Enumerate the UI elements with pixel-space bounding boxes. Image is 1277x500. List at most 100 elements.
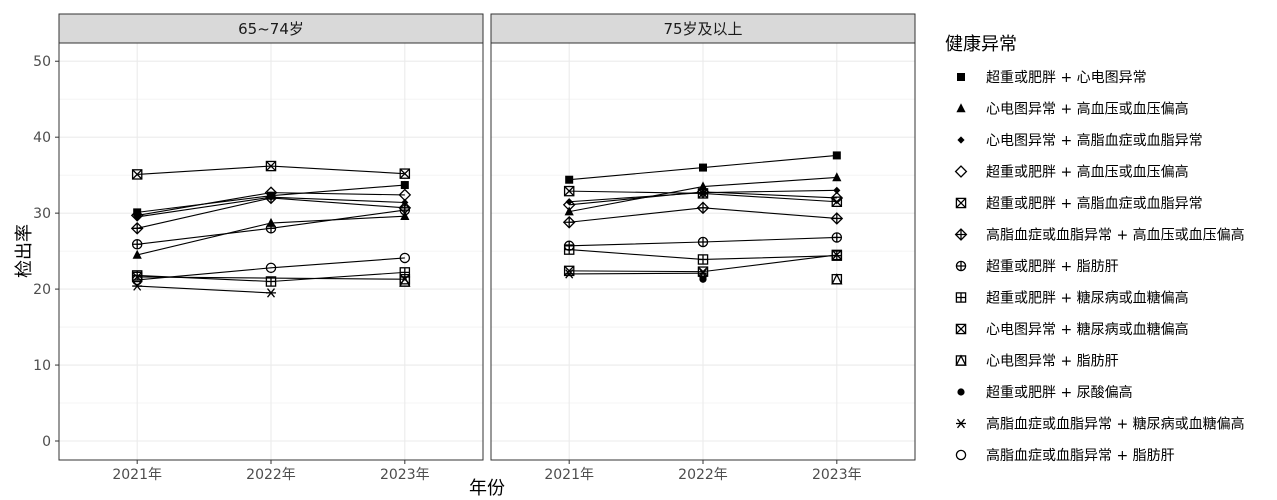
legend-label: 心电图异常 + 糖尿病或血糖偏高: [986, 321, 1189, 338]
legend-key: [955, 323, 967, 335]
series-line: [569, 272, 704, 275]
legend-item: 超重或肥胖 + 心电图异常: [957, 70, 1147, 86]
strip-background: [490, 13, 916, 44]
data-point: [264, 191, 278, 205]
panel-title: 65~74岁: [238, 20, 304, 38]
data-point: [562, 198, 576, 212]
data-point: [699, 275, 707, 283]
legend-key: [956, 418, 966, 429]
legend-label: 超重或肥胖 + 脂肪肝: [986, 259, 1119, 275]
data-point: [399, 275, 411, 287]
legend-label: 心电图异常 + 高血压或血压偏高: [986, 101, 1189, 118]
data-point: [265, 262, 277, 274]
legend-label: 超重或肥胖 + 高脂血症或血脂异常: [986, 195, 1203, 212]
legend-label: 心电图异常 + 高脂血症或血脂异常: [986, 132, 1203, 149]
panel-65-74: 65~74岁 0 10 20 30 40 50 2021年 2022年 2023年: [33, 13, 484, 483]
x-ticks: 2021年 2022年 2023年: [112, 460, 430, 483]
y-tick-label: 40: [33, 130, 51, 146]
legend-label: 高脂血症或血脂异常 + 脂肪肝: [986, 447, 1175, 464]
y-tick-label: 10: [33, 358, 51, 374]
legend-item: 心电图异常 + 糖尿病或血糖偏高: [955, 321, 1189, 338]
data-point: [697, 236, 709, 248]
data-point: [131, 169, 143, 180]
x-ticks: 2021年 2022年 2023年: [544, 460, 862, 483]
legend-label: 超重或肥胖 + 心电图异常: [986, 70, 1147, 86]
legend-key: [957, 73, 965, 81]
legend-key: [957, 388, 965, 396]
legend-key: [955, 354, 967, 366]
legend-item: 心电图异常 + 高血压或血压偏高: [956, 101, 1189, 118]
data-point: [564, 269, 575, 279]
legend-key: [955, 449, 967, 461]
panel-75-plus: 75岁及以上 2021年 2022年 2023年: [490, 13, 916, 483]
data-point: [400, 210, 410, 220]
legend-item: 超重或肥胖 + 糖尿病或血糖偏高: [955, 290, 1189, 307]
data-point: [265, 276, 277, 287]
data-point: [266, 288, 276, 298]
data-point: [400, 181, 409, 190]
legend-label: 高脂血症或血脂异常 + 高血压或血压偏高: [986, 227, 1245, 244]
data-point: [132, 281, 143, 291]
data-point: [565, 198, 573, 206]
legend-key: [955, 197, 967, 209]
x-tick-label: 2021年: [112, 467, 162, 483]
data-point: [131, 239, 143, 250]
data-point: [265, 223, 277, 234]
series-line: [137, 285, 272, 294]
legend-item: 超重或肥胖 + 高血压或血压偏高: [954, 164, 1189, 181]
data-point: [132, 249, 142, 259]
data-point: [697, 188, 709, 199]
legend-key: [957, 136, 965, 144]
legend-key: [955, 292, 967, 303]
y-tick-label: 30: [33, 206, 51, 222]
legend-key: [955, 260, 967, 272]
strip-background: [58, 13, 484, 44]
data-point: [833, 186, 841, 194]
data-point: [696, 201, 710, 215]
data-point: [131, 274, 143, 286]
gridlines: [59, 43, 483, 460]
data-point: [562, 215, 576, 229]
data-point: [699, 163, 707, 172]
legend-label: 心电图异常 + 脂肪肝: [986, 354, 1119, 370]
data-point: [831, 196, 843, 207]
legend-key: [956, 103, 966, 113]
data-point: [398, 188, 412, 202]
legend-key: [954, 165, 968, 178]
legend-item: 心电图异常 + 脂肪肝: [955, 354, 1119, 370]
x-axis-title: 年份: [469, 478, 505, 499]
y-ticks: 0 10 20 30 40 50: [33, 54, 59, 450]
data-point: [697, 254, 709, 265]
legend-item: 超重或肥胖 + 脂肪肝: [955, 259, 1119, 275]
data-point: [399, 252, 411, 264]
x-tick-label: 2021年: [544, 467, 594, 483]
data-point: [131, 271, 143, 283]
y-tick-label: 20: [33, 282, 51, 298]
legend-key: [954, 228, 968, 241]
legend-item: 超重或肥胖 + 高脂血症或血脂异常: [955, 195, 1203, 212]
legend-item: 高脂血症或血脂异常 + 脂肪肝: [955, 447, 1175, 464]
legend-label: 超重或肥胖 + 高血压或血压偏高: [986, 164, 1189, 181]
x-tick-label: 2023年: [812, 467, 862, 483]
data-point: [831, 232, 843, 243]
x-tick-label: 2022年: [246, 467, 296, 483]
data-point: [265, 160, 277, 172]
data-point: [831, 273, 843, 285]
y-tick-label: 0: [42, 434, 51, 450]
series-points: [562, 151, 844, 285]
legend-item: 高脂血症或血脂异常 + 高血压或血压偏高: [954, 227, 1245, 244]
y-tick-label: 50: [33, 54, 51, 70]
y-axis-title: 检出率: [14, 224, 35, 278]
series-line: [137, 257, 405, 281]
data-point: [130, 209, 144, 222]
data-point: [563, 185, 575, 197]
data-point: [830, 212, 844, 225]
data-point: [399, 168, 411, 179]
data-point: [133, 208, 142, 217]
data-point: [399, 204, 411, 216]
series-points: [130, 160, 412, 298]
legend-item: 心电图异常 + 高脂血症或血脂异常: [957, 132, 1203, 149]
